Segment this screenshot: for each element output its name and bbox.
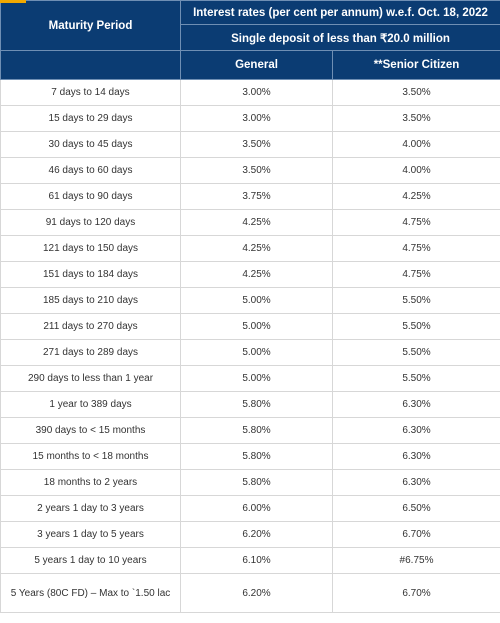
- period-cell: 211 days to 270 days: [0, 313, 181, 340]
- general-rate-cell: 4.25%: [180, 209, 333, 236]
- period-cell: 46 days to 60 days: [0, 157, 181, 184]
- table-row: 3 years 1 day to 5 years 6.20% 6.70%: [0, 521, 500, 548]
- senior-rate-cell: 5.50%: [331, 365, 500, 392]
- table-row: 30 days to 45 days 3.50% 4.00%: [0, 131, 500, 158]
- senior-rate-cell: 4.75%: [331, 209, 500, 236]
- maturity-period-header: Maturity Period: [0, 0, 181, 51]
- senior-rate-cell: 3.50%: [331, 105, 500, 132]
- table-row: 5 Years (80C FD) – Max to `1.50 lac 6.20%…: [0, 573, 500, 613]
- period-cell: 271 days to 289 days: [0, 339, 181, 366]
- table-row: 290 days to less than 1 year 5.00% 5.50%: [0, 365, 500, 392]
- period-cell: 390 days to < 15 months: [0, 417, 181, 444]
- table-row: 7 days to 14 days 3.00% 3.50%: [0, 79, 500, 106]
- senior-rate-cell: 5.50%: [331, 287, 500, 314]
- senior-rate-cell: 4.75%: [331, 235, 500, 262]
- general-rate-cell: 5.80%: [180, 417, 333, 444]
- period-cell: 5 years 1 day to 10 years: [0, 547, 181, 574]
- table-row: 46 days to 60 days 3.50% 4.00%: [0, 157, 500, 184]
- general-rate-cell: 5.80%: [180, 443, 333, 470]
- period-cell: 290 days to less than 1 year: [0, 365, 181, 392]
- table-row: 91 days to 120 days 4.25% 4.75%: [0, 209, 500, 236]
- table-row: 151 days to 184 days 4.25% 4.75%: [0, 261, 500, 288]
- deposit-header: Single deposit of less than ₹20.0 millio…: [179, 24, 500, 51]
- general-header: General: [180, 50, 333, 80]
- general-rate-cell: 5.00%: [180, 313, 333, 340]
- period-cell: 18 months to 2 years: [0, 469, 181, 496]
- senior-rate-cell: 5.50%: [331, 313, 500, 340]
- table-row: 211 days to 270 days 5.00% 5.50%: [0, 313, 500, 340]
- table-row: 185 days to 210 days 5.00% 5.50%: [0, 287, 500, 314]
- senior-rate-cell: #6.75%: [331, 547, 500, 574]
- table-row: 1 year to 389 days 5.80% 6.30%: [0, 391, 500, 418]
- period-cell: 1 year to 389 days: [0, 391, 181, 418]
- senior-rate-cell: 5.50%: [331, 339, 500, 366]
- senior-rate-cell: 6.30%: [331, 391, 500, 418]
- senior-rate-cell: 4.75%: [331, 261, 500, 288]
- general-rate-cell: 3.00%: [180, 105, 333, 132]
- period-cell: 15 days to 29 days: [0, 105, 181, 132]
- senior-rate-cell: 4.00%: [331, 131, 500, 158]
- senior-citizen-header: **Senior Citizen: [331, 50, 500, 80]
- general-rate-cell: 5.80%: [180, 391, 333, 418]
- table-row: 18 months to 2 years 5.80% 6.30%: [0, 469, 500, 496]
- table-row: 5 years 1 day to 10 years 6.10% #6.75%: [0, 547, 500, 574]
- period-cell: 2 years 1 day to 3 years: [0, 495, 181, 522]
- senior-rate-cell: 4.25%: [331, 183, 500, 210]
- period-cell: 185 days to 210 days: [0, 287, 181, 314]
- table-row: 390 days to < 15 months 5.80% 6.30%: [0, 417, 500, 444]
- general-rate-cell: 3.75%: [180, 183, 333, 210]
- table-row: 2 years 1 day to 3 years 6.00% 6.50%: [0, 495, 500, 522]
- period-cell: 15 months to < 18 months: [0, 443, 181, 470]
- general-rate-cell: 4.25%: [180, 235, 333, 262]
- rates-title-header: Interest rates (per cent per annum) w.e.…: [179, 0, 500, 25]
- general-rate-cell: 3.00%: [180, 79, 333, 106]
- general-rate-cell: 6.20%: [180, 521, 333, 548]
- senior-rate-cell: 6.70%: [331, 521, 500, 548]
- period-cell: 7 days to 14 days: [0, 79, 181, 106]
- period-cell: 121 days to 150 days: [0, 235, 181, 262]
- senior-rate-cell: 6.30%: [331, 417, 500, 444]
- general-rate-cell: 3.50%: [180, 157, 333, 184]
- senior-rate-cell: 6.50%: [331, 495, 500, 522]
- table-row: 121 days to 150 days 4.25% 4.75%: [0, 235, 500, 262]
- general-rate-cell: 6.20%: [180, 573, 333, 613]
- period-cell: 61 days to 90 days: [0, 183, 181, 210]
- general-rate-cell: 6.00%: [180, 495, 333, 522]
- period-cell: 91 days to 120 days: [0, 209, 181, 236]
- table-row: 271 days to 289 days 5.00% 5.50%: [0, 339, 500, 366]
- senior-rate-cell: 6.70%: [331, 573, 500, 613]
- senior-rate-cell: 6.30%: [331, 469, 500, 496]
- general-rate-cell: 5.00%: [180, 287, 333, 314]
- general-rate-cell: 5.00%: [180, 339, 333, 366]
- rate-rows: 7 days to 14 days 3.00% 3.50% 15 days to 29…: [0, 79, 500, 613]
- period-cell: 5 Years (80C FD) – Max to `1.50 lac: [0, 573, 181, 613]
- table-row: 61 days to 90 days 3.75% 4.25%: [0, 183, 500, 210]
- general-rate-cell: 5.00%: [180, 365, 333, 392]
- general-rate-cell: 4.25%: [180, 261, 333, 288]
- senior-rate-cell: 4.00%: [331, 157, 500, 184]
- accent-strip: [0, 0, 26, 3]
- blank-header: [0, 50, 181, 80]
- table-row: 15 days to 29 days 3.00% 3.50%: [0, 105, 500, 132]
- period-cell: 151 days to 184 days: [0, 261, 181, 288]
- senior-rate-cell: 6.30%: [331, 443, 500, 470]
- period-cell: 30 days to 45 days: [0, 131, 181, 158]
- senior-rate-cell: 3.50%: [331, 79, 500, 106]
- period-cell: 3 years 1 day to 5 years: [0, 521, 181, 548]
- general-rate-cell: 3.50%: [180, 131, 333, 158]
- table-row: 15 months to < 18 months 5.80% 6.30%: [0, 443, 500, 470]
- general-rate-cell: 5.80%: [180, 469, 333, 496]
- general-rate-cell: 6.10%: [180, 547, 333, 574]
